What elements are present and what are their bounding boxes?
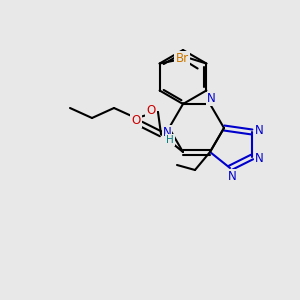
- Text: N: N: [163, 125, 171, 139]
- Text: O: O: [175, 54, 184, 67]
- Text: N: N: [228, 169, 236, 182]
- Text: O: O: [131, 115, 141, 128]
- Text: N: N: [207, 92, 215, 106]
- Text: N: N: [255, 124, 263, 136]
- Text: N: N: [255, 152, 263, 166]
- Text: O: O: [146, 104, 156, 118]
- Text: Br: Br: [176, 52, 189, 65]
- Text: H: H: [166, 135, 174, 145]
